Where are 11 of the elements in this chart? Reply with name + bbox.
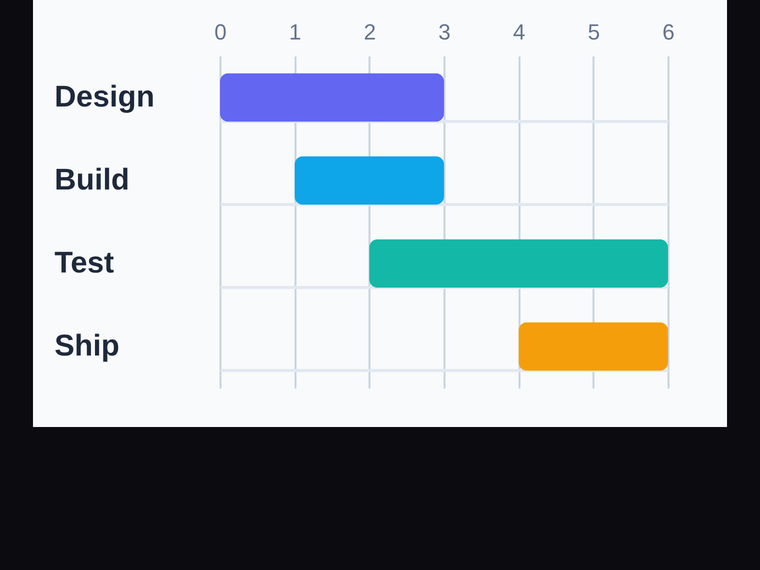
x-tick-label: 3 xyxy=(438,20,451,44)
x-tick-label: 6 xyxy=(662,20,675,44)
y-tick-label: Build xyxy=(54,164,130,196)
x-tick-label: 4 xyxy=(513,20,526,44)
x-tick-label: 0 xyxy=(214,20,227,44)
x-tick-label: 2 xyxy=(364,20,376,44)
x-tick-label: 1 xyxy=(289,20,302,44)
y-tick-label: Test xyxy=(54,246,114,280)
y-tick-label: Ship xyxy=(54,330,120,362)
y-tick-label: Design xyxy=(54,80,155,114)
x-tick-label: 5 xyxy=(588,20,600,44)
